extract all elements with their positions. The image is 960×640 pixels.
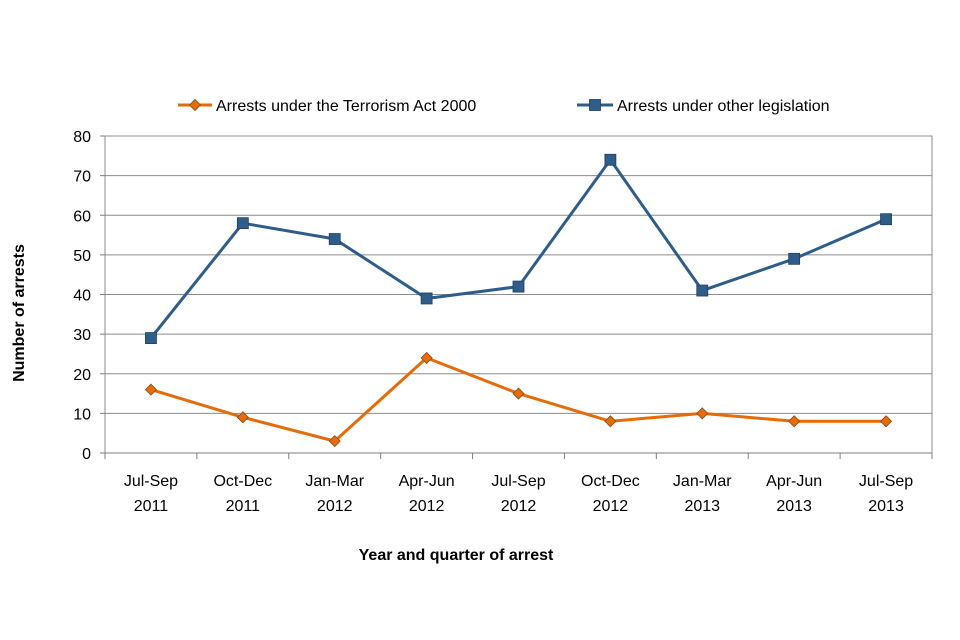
y-tick-label: 20 [73,367,91,384]
x-tick-label-quarter: Jan-Mar [305,473,364,490]
data-point [880,213,892,226]
series-2 [145,153,892,344]
data-point [788,415,801,428]
data-point [696,407,709,420]
legend-label: Arrests under other legislation [617,98,830,115]
y-tick-label: 60 [73,208,91,225]
x-tick-label-year: 2013 [684,498,720,515]
data-point [512,280,525,293]
legend-marker [589,99,601,111]
y-tick-label: 70 [73,169,91,186]
data-point [604,153,617,166]
data-point [236,217,249,230]
y-axis-title: Number of arrests [11,244,28,382]
series-line [149,158,887,340]
axes: 0 10 20 30 40 50 60 70 80 Jul-Sep 2011 Oct-Dec 2011 J… [73,129,933,515]
y-tick-label: 0 [82,446,91,463]
y-tick-label: 10 [73,406,91,423]
legend: Arrests under the Terrorism Act 2000 Arre… [178,98,830,115]
legend-item-1: Arrests under the Terrorism Act 2000 [178,98,476,115]
x-tick-label-quarter: Apr-Jun [399,473,455,490]
x-tick-label-quarter: Jul-Sep [859,473,913,490]
y-tick-label: 40 [73,288,91,305]
legend-label: Arrests under the Terrorism Act 2000 [216,98,476,115]
x-tick-label-quarter: Oct-Dec [213,473,272,490]
data-point [328,233,341,245]
y-tick-label: 50 [73,248,91,265]
data-point [328,435,341,448]
data-point [788,252,801,265]
data-point [420,292,433,305]
x-tick-label-year: 2012 [317,498,353,515]
legend-marker [188,98,202,112]
x-tick-label-quarter: Jul-Sep [124,473,178,490]
series-1 [144,351,893,448]
data-point [145,332,157,344]
x-tick-label-year: 2013 [868,498,904,515]
x-tick-label-quarter: Oct-Dec [581,473,640,490]
x-tick-label-year: 2013 [776,498,812,515]
x-tick-label-year: 2011 [226,498,261,515]
x-axis-title: Year and quarter of arrest [359,547,554,564]
data-point [420,351,433,364]
data-point [144,383,158,396]
x-tick-label-quarter: Jul-Sep [491,473,545,490]
legend-item-2: Arrests under other legislation [577,98,830,115]
y-tick-label: 80 [73,129,91,146]
data-point [696,284,709,297]
x-tick-label-year: 2012 [409,498,445,515]
gridlines [105,135,932,414]
data-point [879,415,893,428]
x-tick-label-year: 2011 [134,498,169,515]
data-point [236,411,249,424]
y-tick-label: 30 [73,327,91,344]
data-point [512,387,525,400]
x-tick-label-quarter: Apr-Jun [766,473,822,490]
x-tick-label-quarter: Jan-Mar [673,473,732,490]
x-tick-label-year: 2012 [593,498,629,515]
data-point [604,415,617,428]
x-tick-label-year: 2012 [501,498,537,515]
series-group [144,153,893,448]
